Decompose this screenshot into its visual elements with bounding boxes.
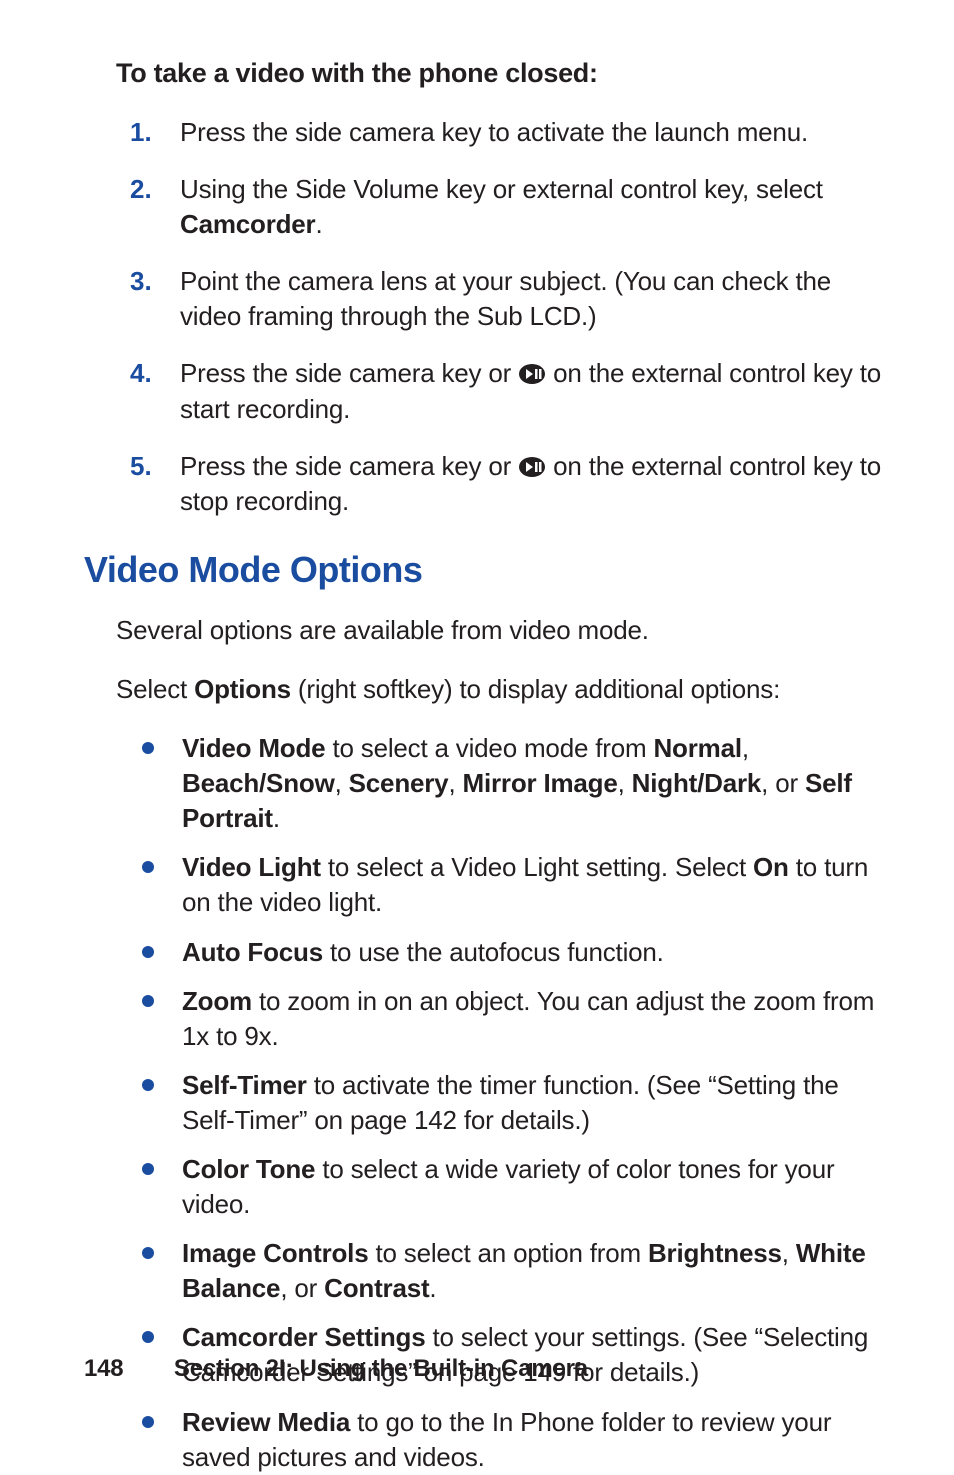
list-item: Image Controls to select an option from … xyxy=(142,1236,894,1306)
step-body: Using the Side Volume key or external co… xyxy=(180,172,894,242)
footer-section: Section 2I: Using the Built-in Camera xyxy=(174,1355,588,1382)
list-item: Video Light to select a Video Light sett… xyxy=(142,850,894,920)
step-item: 1. Press the side camera key to activate… xyxy=(130,115,894,150)
step-body: Press the side camera key or on the exte… xyxy=(180,449,894,519)
list-item: Color Tone to select a wide variety of c… xyxy=(142,1152,894,1222)
steps-list: 1. Press the side camera key to activate… xyxy=(130,115,894,519)
paragraph: Several options are available from video… xyxy=(116,613,894,648)
list-item: Review Media to go to the In Phone folde… xyxy=(142,1405,894,1475)
step-number: 5. xyxy=(130,449,180,484)
list-item: Auto Focus to use the autofocus function… xyxy=(142,935,894,970)
step-body: Point the camera lens at your subject. (… xyxy=(180,264,894,334)
step-number: 2. xyxy=(130,172,180,207)
intro-heading: To take a video with the phone closed: xyxy=(116,58,894,89)
step-body: Press the side camera key to activate th… xyxy=(180,115,894,150)
page-number: 148 xyxy=(84,1355,123,1383)
list-item: Zoom to zoom in on an object. You can ad… xyxy=(142,984,894,1054)
paragraph: Select Options (right softkey) to displa… xyxy=(116,672,894,707)
list-item: Video Mode to select a video mode from N… xyxy=(142,731,894,836)
step-item: 2. Using the Side Volume key or external… xyxy=(130,172,894,242)
step-item: 4. Press the side camera key or on the e… xyxy=(130,356,894,426)
page-footer: 148 Section 2I: Using the Built-in Camer… xyxy=(84,1355,588,1383)
section-heading: Video Mode Options xyxy=(84,549,894,591)
step-item: 5. Press the side camera key or on the e… xyxy=(130,449,894,519)
step-item: 3. Point the camera lens at your subject… xyxy=(130,264,894,334)
step-body: Press the side camera key or on the exte… xyxy=(180,356,894,426)
step-number: 3. xyxy=(130,264,180,299)
step-number: 4. xyxy=(130,356,180,391)
step-number: 1. xyxy=(130,115,180,150)
list-item: Self-Timer to activate the timer functio… xyxy=(142,1068,894,1138)
